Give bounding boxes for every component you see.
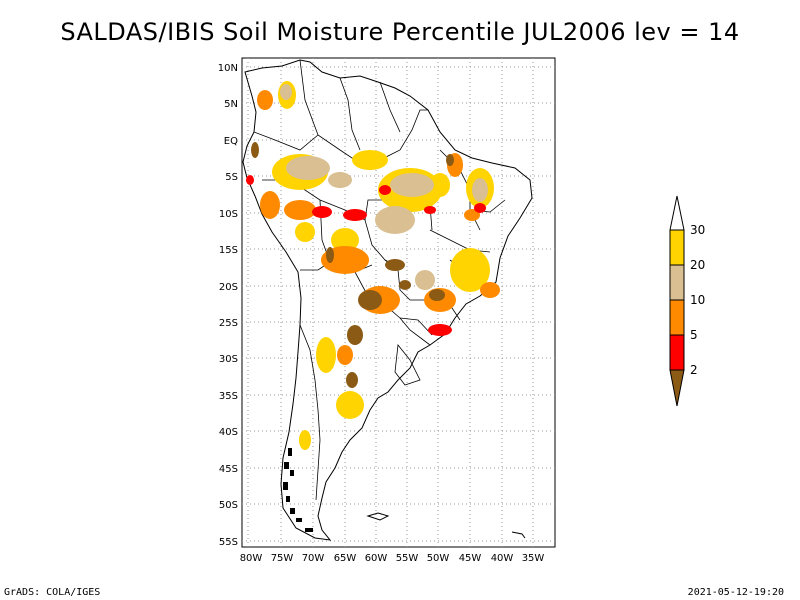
footer-timestamp: 2021-05-12-19:20 <box>687 587 784 598</box>
lat-label: 45S <box>219 464 238 475</box>
lat-label: 40S <box>219 427 238 438</box>
lon-label: 60W <box>365 553 388 564</box>
lat-label: 25S <box>219 318 238 329</box>
south-america-outline <box>242 59 533 541</box>
lon-label: 75W <box>271 553 294 564</box>
colorbar-2-5 <box>669 334 685 371</box>
lon-label: 50W <box>427 553 450 564</box>
latitude-labels: 10N 5N EQ 5S 10S 15S 20S 25S 30S 35S 40S… <box>218 63 238 548</box>
colorbar-label: 30 <box>690 223 705 237</box>
colorbar-label: 5 <box>690 328 698 342</box>
lon-label: 45W <box>459 553 482 564</box>
colorbar-above-30 <box>669 195 685 231</box>
lon-label: 35W <box>522 553 545 564</box>
lat-label: 15S <box>219 245 238 256</box>
map-title: SALDAS/IBIS Soil Moisture Percentile JUL… <box>60 18 740 46</box>
lat-label: 10N <box>218 63 238 74</box>
lat-label: 10S <box>219 209 238 220</box>
lat-label: 30S <box>219 354 238 365</box>
lat-label: 5S <box>225 172 238 183</box>
lat-label: EQ <box>224 136 238 147</box>
lat-label: 35S <box>219 391 238 402</box>
colorbar-label: 10 <box>690 293 705 307</box>
lon-label: 70W <box>302 553 325 564</box>
lon-label: 65W <box>334 553 357 564</box>
lat-label: 5N <box>224 99 238 110</box>
colorbar-5-10 <box>669 299 685 336</box>
footer-credit: GrADS: COLA/IGES <box>4 587 101 598</box>
longitude-labels: 80W 75W 70W 65W 60W 55W 50W 45W 40W 35W <box>240 553 545 564</box>
colorbar-20-30 <box>669 229 685 266</box>
colorbar-10-20 <box>669 264 685 301</box>
lat-label: 55S <box>219 537 238 548</box>
lat-label: 50S <box>219 500 238 511</box>
lat-label: 20S <box>219 282 238 293</box>
colorbar-label: 2 <box>690 363 698 377</box>
lon-label: 80W <box>240 553 263 564</box>
patagonia-coast <box>283 448 313 532</box>
falkland-islands <box>366 512 390 521</box>
colorbar <box>669 195 685 407</box>
lon-label: 40W <box>491 553 514 564</box>
south-georgia <box>511 531 526 539</box>
colorbar-labels: 30 20 10 5 2 <box>690 223 705 377</box>
soil-moisture-field <box>246 81 500 450</box>
lon-label: 55W <box>396 553 419 564</box>
colorbar-label: 20 <box>690 258 705 272</box>
colorbar-below-2 <box>669 369 685 407</box>
